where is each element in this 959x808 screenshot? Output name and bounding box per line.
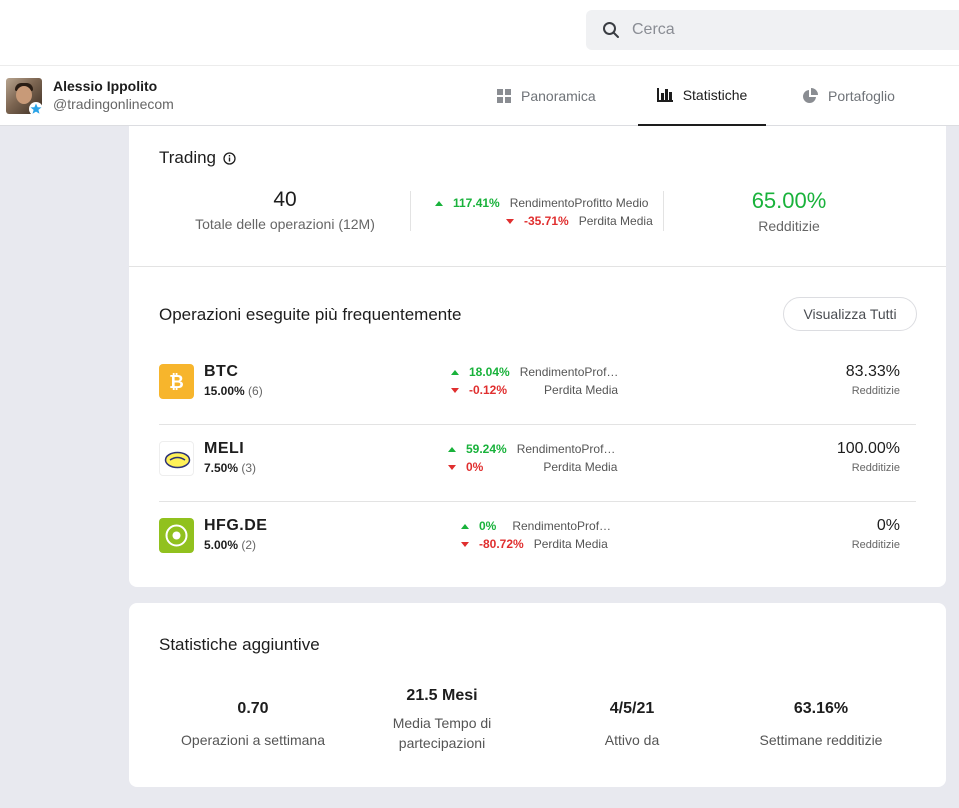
asset-profit-label: RendimentoProf… [516, 442, 616, 456]
asset-loss: 0% [466, 460, 484, 474]
pie-chart-icon [803, 88, 818, 103]
asset-profitability-label: Redditizie [851, 385, 900, 397]
stat-value: 21.5 Mesi [406, 687, 478, 704]
asset-profitability-label: Redditizie [851, 462, 900, 474]
asset-profit-label: RendimentoProf… [519, 365, 619, 379]
profitability-label: Redditizie [758, 218, 820, 234]
hellofresh-logo-icon [159, 518, 194, 553]
asset-profit: 0% [479, 519, 497, 533]
asset-profitability: 100.00% Redditizie [837, 440, 900, 474]
asset-loss-label: Perdita Media [533, 537, 608, 551]
grid-icon [497, 89, 511, 103]
asset-returns: 0% RendimentoProf… -80.72% Perdita Media [461, 517, 611, 553]
down-arrow-icon [448, 464, 456, 470]
tab-label: Portafoglio [828, 88, 895, 104]
svg-text:₿: ₿ [169, 372, 184, 392]
divider [663, 191, 664, 231]
tab-label: Panoramica [521, 88, 596, 104]
trading-title: Trading [159, 148, 217, 167]
asset-share: 7.50% (3) [204, 461, 257, 475]
divider [410, 191, 411, 231]
profitability: 65.00% Redditizie [689, 188, 889, 234]
down-arrow-icon [461, 541, 469, 547]
bar-chart-icon [656, 88, 673, 102]
asset-profitability-value: 0% [876, 517, 900, 534]
row-divider [159, 424, 916, 425]
down-arrow-icon [451, 387, 459, 393]
asset-share: 5.00% (2) [204, 538, 257, 552]
top-bar [0, 0, 959, 66]
stat-label: Operazioni a settimana [181, 732, 325, 748]
search-input[interactable] [632, 21, 922, 39]
asset-row-meli[interactable]: MELI 7.50% (3) 59.24% RendimentoProf… 0% P… [159, 425, 916, 502]
asset-share: 15.00% (6) [204, 384, 263, 398]
asset-row-btc[interactable]: ₿ BTC 15.00% (6) 18.04% RendimentoProf… -… [159, 348, 916, 425]
info-icon[interactable] [223, 151, 236, 165]
mercadolibre-logo-icon [159, 441, 194, 476]
asset-symbol: MELI [204, 440, 245, 457]
asset-profit-label: RendimentoProf… [512, 519, 612, 533]
asset-profitability-value: 100.00% [836, 440, 900, 457]
additional-stats-card: Statistiche aggiuntive 0.70 Operazioni a… [129, 603, 946, 787]
user-handle: @tradingonlinecom [53, 96, 174, 112]
additional-stats-title: Statistiche aggiuntive [159, 635, 320, 654]
asset-profit: 59.24% [466, 442, 507, 456]
avg-profit-value: 117.41% [453, 196, 500, 210]
asset-profit: 18.04% [469, 365, 510, 379]
asset-symbol: HFG.DE [204, 517, 268, 534]
down-arrow-icon [506, 218, 514, 224]
row-divider [159, 501, 916, 502]
avg-profit-label: RendimentoProfitto Medio [509, 196, 649, 210]
asset-returns: 59.24% RendimentoProf… 0% Perdita Media [448, 440, 617, 476]
section-divider [129, 266, 946, 267]
stat-active-since: 4/5/21 Attivo da [542, 693, 722, 750]
avg-loss-label: Perdita Media [578, 214, 653, 228]
avg-returns: 117.41% RendimentoProfitto Medio -35.71%… [435, 194, 653, 230]
tab-statistiche[interactable]: Statistiche [638, 66, 766, 126]
total-operations-value: 40 [273, 188, 297, 211]
avg-loss-value: -35.71% [524, 214, 569, 228]
stat-value: 63.16% [793, 700, 849, 717]
tab-portafoglio[interactable]: Portafoglio [802, 66, 895, 126]
asset-loss-label: Perdita Media [543, 460, 618, 474]
asset-profitability-label: Redditizie [851, 539, 900, 551]
total-operations-label: Totale delle operazioni (12M) [195, 216, 375, 232]
up-arrow-icon [435, 200, 443, 206]
tab-label: Statistiche [682, 87, 748, 103]
stat-value: 4/5/21 [609, 700, 655, 717]
stat-profitable-weeks: 63.16% Settimane redditizie [731, 693, 911, 750]
search-icon [603, 22, 619, 38]
asset-loss: -80.72% [479, 537, 524, 551]
asset-profitability-value: 83.33% [845, 363, 900, 380]
user-name[interactable]: Alessio Ippolito [53, 78, 158, 94]
stat-label: Attivo da [604, 732, 660, 748]
stat-value: 0.70 [237, 700, 269, 717]
bitcoin-logo-icon: ₿ [159, 364, 194, 399]
up-arrow-icon [451, 369, 459, 375]
asset-row-hfg[interactable]: HFG.DE 5.00% (2) 0% RendimentoProf… -80.7… [159, 502, 916, 579]
search-box[interactable] [586, 10, 959, 50]
stat-label: Media Tempo di partecipazioni [392, 715, 492, 751]
frequent-ops-title: Operazioni eseguite più frequentemente [159, 305, 462, 324]
trading-card: Trading 40 Totale delle operazioni (12M)… [129, 126, 946, 587]
profile-bar: Alessio Ippolito @tradingonlinecom Panor… [0, 66, 959, 126]
asset-symbol: BTC [204, 363, 239, 380]
stat-label: Settimane redditizie [759, 732, 883, 748]
asset-returns: 18.04% RendimentoProf… -0.12% Perdita Medi… [451, 363, 618, 399]
verified-star-icon [29, 102, 43, 116]
total-operations: 40 Totale delle operazioni (12M) [185, 188, 385, 232]
stat-ops-per-week: 0.70 Operazioni a settimana [163, 693, 343, 750]
stat-avg-holding: 21.5 Mesi Media Tempo di partecipazioni [352, 687, 532, 753]
tab-panoramica[interactable]: Panoramica [497, 66, 596, 126]
up-arrow-icon [448, 446, 456, 452]
view-all-button[interactable]: Visualizza Tutti [783, 297, 917, 331]
profitability-value: 65.00% [751, 188, 827, 213]
asset-profitability: 0% Redditizie [852, 517, 900, 551]
up-arrow-icon [461, 523, 469, 529]
asset-loss-label: Perdita Media [544, 383, 619, 397]
trading-header: Trading [159, 148, 236, 168]
asset-loss: -0.12% [469, 383, 508, 397]
asset-profitability: 83.33% Redditizie [846, 363, 900, 397]
